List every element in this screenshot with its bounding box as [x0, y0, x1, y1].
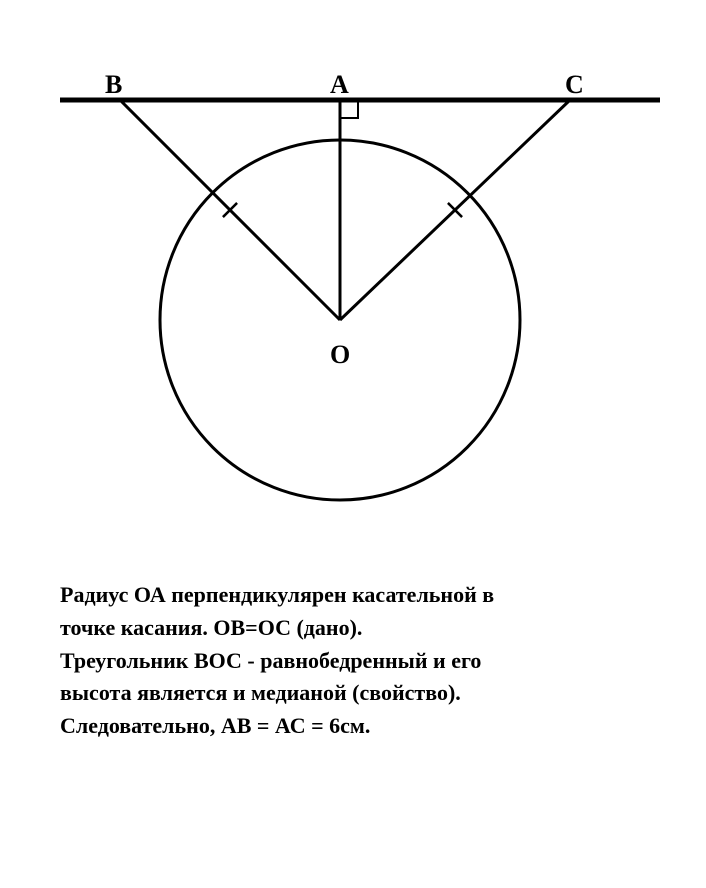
- geometry-diagram: B A C O: [0, 0, 706, 560]
- label-C: C: [565, 70, 584, 100]
- label-O: O: [330, 340, 350, 370]
- label-A: A: [330, 70, 349, 100]
- text-line-4: высота является и медианой (свойство).: [60, 678, 666, 709]
- text-line-3: Треугольник ВОС - равнобедренный и его: [60, 646, 666, 677]
- text-line-2: точке касания. ОВ=ОС (дано).: [60, 613, 666, 644]
- solution-text: Радиус ОА перпендикулярен касательной в …: [0, 560, 706, 742]
- text-line-5: Следовательно, АВ = АС = 6см.: [60, 711, 666, 742]
- label-B: B: [105, 70, 122, 100]
- text-line-1: Радиус ОА перпендикулярен касательной в: [60, 580, 666, 611]
